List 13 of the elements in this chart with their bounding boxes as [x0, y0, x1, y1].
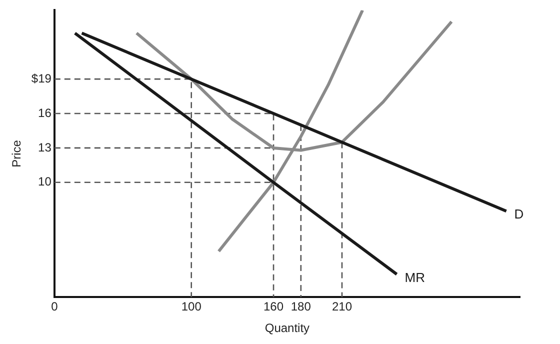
- y-tick-label: 10: [38, 174, 52, 189]
- x-tick-label: 160: [264, 300, 284, 314]
- series-label: D: [514, 206, 524, 222]
- x-tick-label: 180: [290, 300, 312, 314]
- series-label: MR: [404, 270, 425, 285]
- y-axis-title: Price: [10, 140, 24, 168]
- x-tick-label: 100: [181, 300, 202, 314]
- y-tick-label: $19: [31, 71, 52, 86]
- y-tick-label: 16: [38, 106, 52, 120]
- x-tick-label: 0: [51, 300, 58, 314]
- x-axis-title: Quantity: [264, 321, 310, 336]
- y-tick-label: 13: [38, 140, 52, 154]
- x-tick-label: 210: [332, 300, 352, 314]
